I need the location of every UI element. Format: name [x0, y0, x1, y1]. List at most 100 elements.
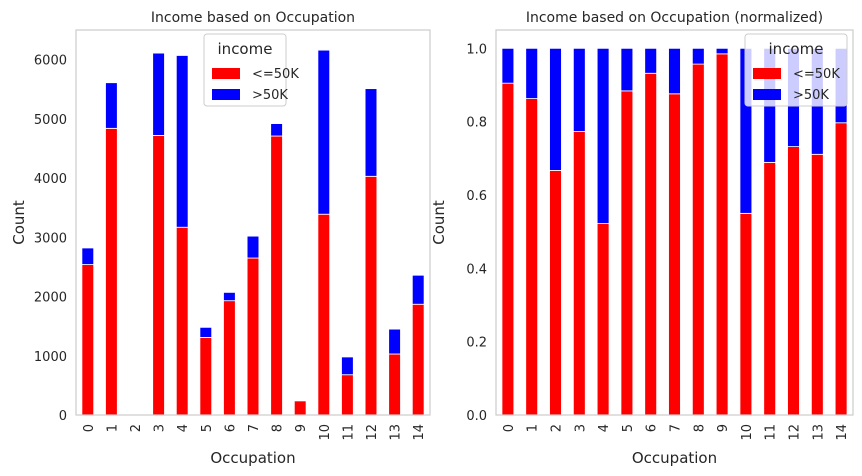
bar-gt50k-3 [572, 47, 586, 132]
y-tick-label: 1.0 [466, 42, 487, 57]
x-tick-label: 2 [550, 424, 565, 432]
bar-le50k-14 [834, 122, 848, 416]
bar-le50k-8 [691, 63, 705, 416]
bar-le50k-13 [810, 153, 824, 416]
x-tick-label: 1 [105, 424, 120, 432]
bar-gt50k-10 [317, 49, 331, 215]
x-tick-label: 1 [526, 424, 541, 432]
legend: income <=50K >50K [744, 33, 848, 107]
bar-gt50k-6 [644, 47, 658, 74]
bar-le50k-6 [223, 300, 236, 416]
legend-swatch-le50k [753, 68, 781, 79]
bar-le50k-5 [620, 90, 634, 416]
x-tick-label: 13 [389, 424, 404, 441]
bar-le50k-10 [739, 212, 753, 416]
bar-gt50k-13 [388, 328, 401, 355]
bar-gt50k-7 [246, 235, 260, 259]
x-tick-label: 12 [788, 424, 803, 441]
bar-le50k-9 [293, 400, 307, 416]
bar-le50k-12 [787, 146, 800, 416]
bar-le50k-9 [715, 53, 729, 416]
bar-le50k-4 [596, 223, 610, 416]
x-tick-label: 2 [129, 424, 144, 432]
x-tick-label: 10 [740, 424, 755, 441]
bar-gt50k-4 [596, 47, 610, 224]
x-tick-label: 8 [692, 424, 707, 432]
y-tick-label: 0.8 [466, 116, 487, 131]
bar-le50k-10 [317, 213, 331, 416]
legend-box [744, 33, 848, 107]
x-tick-label: 11 [341, 424, 356, 441]
bar-le50k-0 [81, 264, 95, 416]
x-tick-label: 9 [716, 424, 731, 432]
bar-gt50k-8 [691, 47, 705, 65]
x-tick-label: 7 [669, 424, 684, 432]
bar-gt50k-6 [223, 291, 236, 302]
y-tick-label: 0.2 [466, 336, 487, 351]
bar-le50k-4 [175, 226, 189, 416]
x-tick-label: 5 [200, 424, 215, 432]
bar-le50k-7 [246, 257, 260, 416]
legend-swatch-gt50k [753, 89, 781, 100]
chart-panel-2: Income based on Occupation (normalized) 0… [430, 10, 854, 467]
bar-gt50k-5 [199, 326, 213, 338]
plot-frame [75, 29, 431, 416]
bar-gt50k-4 [175, 55, 189, 228]
x-tick-label: 14 [835, 424, 850, 441]
bar-gt50k-1 [525, 47, 539, 99]
chart-title: Income based on Occupation [151, 10, 355, 26]
x-tick-label: 4 [176, 424, 191, 432]
bars-group [81, 49, 425, 416]
y-tick-label: 0.6 [466, 189, 487, 204]
legend-title: income [218, 40, 273, 58]
y-tick-label: 3000 [34, 231, 67, 246]
bar-le50k-5 [199, 337, 213, 416]
x-tick-label: 11 [764, 424, 779, 441]
bar-gt50k-12 [364, 88, 378, 177]
x-tick-label: 3 [153, 424, 168, 432]
bar-le50k-1 [105, 127, 118, 416]
bar-gt50k-0 [81, 247, 95, 265]
bar-gt50k-8 [270, 123, 283, 137]
legend-swatch-gt50k [212, 89, 240, 100]
x-tick-label: 13 [811, 424, 826, 441]
y-tick-label: 0 [59, 409, 67, 424]
bar-gt50k-1 [105, 82, 118, 129]
y-tick-label: 6000 [34, 54, 67, 69]
x-tick-label: 8 [271, 424, 286, 432]
bar-gt50k-9 [715, 47, 729, 55]
legend-label-le50k: <=50K [252, 67, 299, 82]
plot-frame [495, 29, 854, 416]
bar-le50k-14 [411, 303, 425, 416]
bar-le50k-13 [388, 353, 401, 416]
legend-box [203, 33, 287, 107]
y-tick-label: 4000 [34, 172, 67, 187]
x-tick-label: 0 [82, 424, 97, 432]
x-tick-label: 7 [247, 424, 262, 432]
legend-label-gt50k: >50K [252, 88, 288, 103]
bar-le50k-11 [341, 374, 354, 416]
bar-le50k-8 [270, 135, 283, 416]
bar-le50k-3 [572, 131, 586, 416]
bar-gt50k-0 [501, 47, 515, 84]
bar-le50k-12 [364, 175, 378, 416]
y-tick-label: 5000 [34, 113, 67, 128]
x-tick-label: 9 [294, 424, 309, 432]
x-tick-label: 12 [365, 424, 380, 441]
legend-label-gt50k: >50K [793, 88, 829, 103]
bar-gt50k-3 [152, 52, 165, 136]
y-tick-label: 1000 [34, 350, 67, 365]
legend-title: income [769, 40, 824, 58]
x-tick-label: 6 [223, 424, 238, 432]
x-tick-label: 10 [318, 424, 333, 441]
x-tick-label: 6 [645, 424, 660, 432]
bar-le50k-6 [644, 72, 658, 416]
x-tick-label: 5 [621, 424, 636, 432]
x-tick-label: 14 [412, 424, 427, 441]
y-axis-label: Count [430, 200, 448, 245]
x-tick-label: 3 [573, 424, 588, 432]
chart-panel-1: Income based on Occupation 0 1000 2000 3000 4… [10, 10, 431, 467]
bar-gt50k-7 [668, 47, 681, 95]
x-tick-label: 4 [597, 424, 612, 432]
